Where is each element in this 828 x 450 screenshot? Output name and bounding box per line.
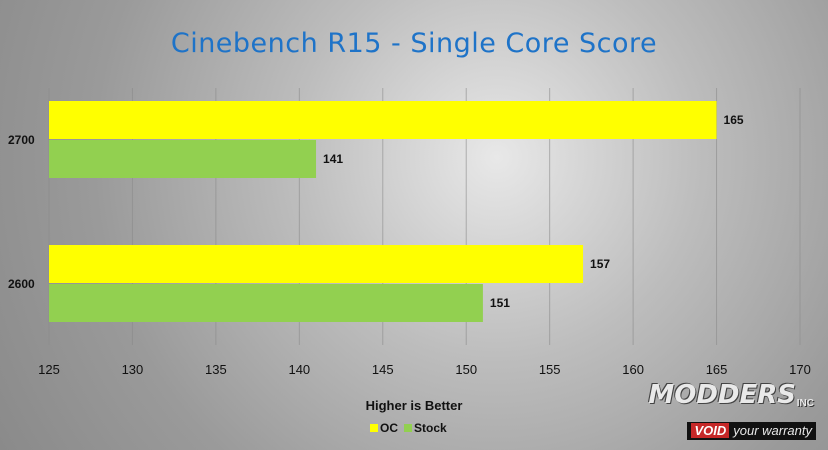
x-tick-label: 135	[205, 362, 227, 377]
x-tick-label: 140	[288, 362, 310, 377]
legend-label-oc: OC	[380, 421, 398, 435]
watermark-tag-text: your warranty	[733, 423, 812, 438]
category-label: 2600	[8, 277, 35, 291]
bar-stock-2600	[49, 284, 483, 322]
x-tick-label: 145	[372, 362, 394, 377]
watermark-suffix: INC	[796, 398, 814, 409]
x-tick-label: 130	[122, 362, 144, 377]
x-tick-label: 125	[38, 362, 60, 377]
watermark-logo: MODDERS INC VOID your warranty	[648, 380, 818, 440]
chart-title: Cinebench R15 - Single Core Score	[170, 28, 658, 59]
x-tick-label: 170	[789, 362, 811, 377]
bar-stock-2700	[49, 140, 317, 178]
bar-oc-2700	[49, 101, 717, 139]
legend-swatch-oc	[370, 424, 378, 432]
watermark-tagline: VOID your warranty	[687, 422, 816, 440]
x-tick-label: 155	[539, 362, 561, 377]
legend: OC Stock	[370, 421, 453, 435]
bar-oc-2600	[49, 245, 584, 283]
legend-label-stock: Stock	[414, 421, 447, 435]
legend-swatch-stock	[404, 424, 412, 432]
legend-item-stock: Stock	[404, 421, 447, 435]
bars	[49, 101, 717, 322]
watermark-void: VOID	[691, 423, 730, 438]
watermark-brand: MODDERS	[648, 380, 796, 410]
x-tick-label: 160	[622, 362, 644, 377]
data-label: 157	[590, 257, 610, 271]
data-label: 151	[490, 296, 510, 310]
x-tick-labels: 125 130 135 140 145 150 155 160 165 170	[38, 362, 811, 377]
x-axis-label: Higher is Better	[365, 398, 463, 413]
category-labels: 2700 2600	[8, 133, 35, 291]
legend-item-oc: OC	[370, 421, 398, 435]
x-tick-label: 165	[706, 362, 728, 377]
data-labels: 165 141 157 151	[323, 113, 744, 310]
category-label: 2700	[8, 133, 35, 147]
data-label: 141	[323, 152, 343, 166]
data-label: 165	[724, 113, 744, 127]
x-tick-label: 150	[455, 362, 477, 377]
